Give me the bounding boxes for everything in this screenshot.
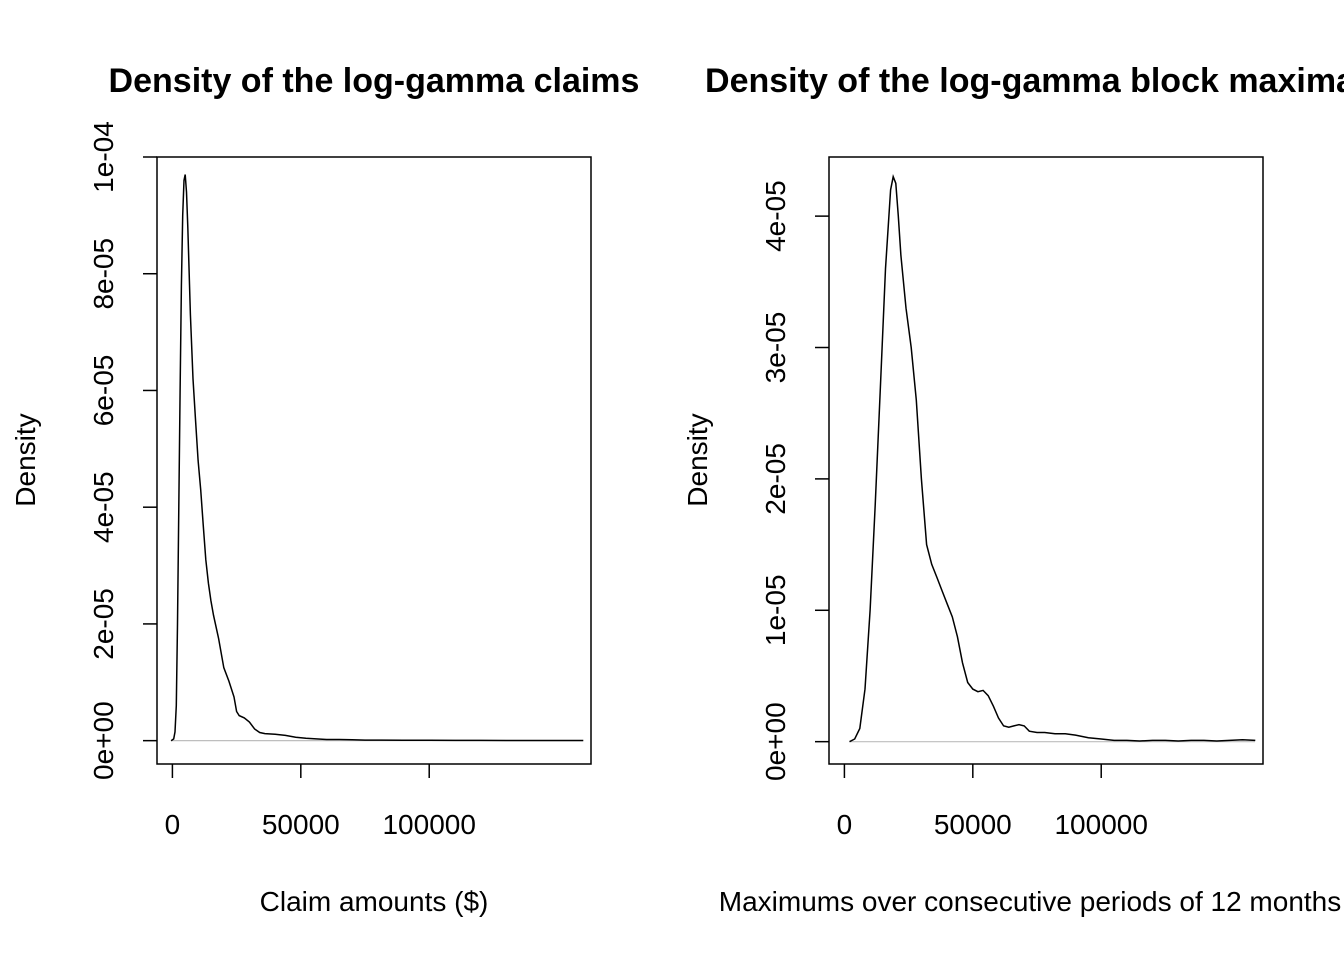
y-tick-label: 0e+00: [88, 701, 119, 780]
density-line: [170, 174, 584, 742]
y-axis-label: Density: [10, 413, 41, 506]
density-line: [849, 174, 1256, 743]
y-tick-label: 6e-05: [88, 355, 119, 427]
y-tick-label: 1e-05: [760, 574, 791, 646]
panel-claims-density: Density of the log-gamma claims Claim am…: [10, 62, 639, 917]
chart-title: Density of the log-gamma block maxima: [705, 62, 1344, 100]
y-tick-label: 0e+00: [760, 702, 791, 781]
chart-title: Density of the log-gamma claims: [109, 62, 640, 100]
x-axis-label: Maximums over consecutive periods of 12 …: [719, 886, 1342, 917]
y-axis-label: Density: [682, 413, 713, 506]
y-tick-label: 3e-05: [760, 312, 791, 384]
y-tick-label: 4e-05: [760, 180, 791, 252]
y-tick-label: 4e-05: [88, 471, 119, 543]
plot-box: [156, 156, 592, 765]
y-tick-label: 8e-05: [88, 238, 119, 310]
x-tick-label: 50000: [262, 809, 340, 840]
x-tick-label: 100000: [1054, 809, 1147, 840]
panel-block-maxima-density: Density of the log-gamma block maxima Ma…: [682, 62, 1344, 917]
x-tick-label: 0: [165, 809, 181, 840]
y-tick-label: 1e-04: [88, 121, 119, 193]
x-tick-label: 100000: [382, 809, 475, 840]
x-axis-label: Claim amounts ($): [260, 886, 489, 917]
y-tick-label: 2e-05: [88, 588, 119, 660]
y-tick-label: 2e-05: [760, 443, 791, 515]
plot-box: [828, 156, 1264, 765]
x-tick-label: 0: [837, 809, 853, 840]
x-tick-label: 50000: [934, 809, 1012, 840]
